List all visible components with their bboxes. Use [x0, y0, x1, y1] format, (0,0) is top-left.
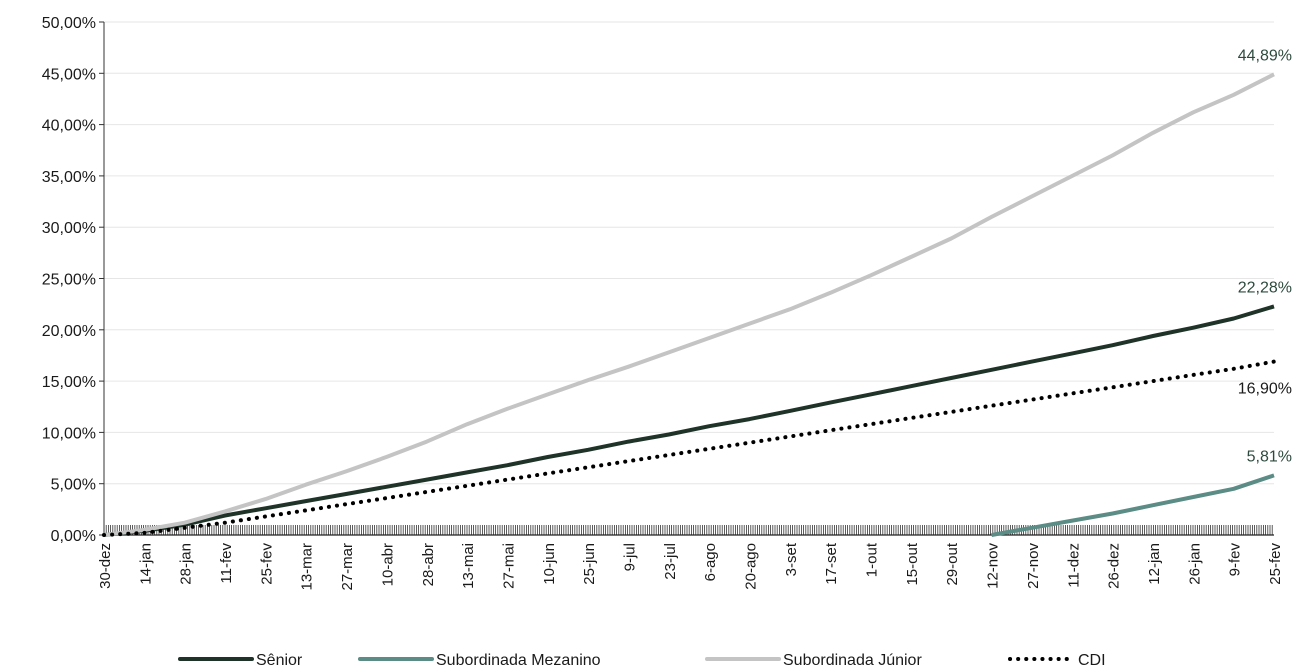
x-tick-label: 28-abr: [420, 543, 437, 586]
x-axis: 30-dez 14-jan 28-jan 11-fev 25-fev 13-mar 27-m…: [97, 525, 1284, 591]
end-labels: 22,28% 5,81% 44,89% 16,90%: [1238, 47, 1292, 465]
end-label: 44,89%: [1238, 47, 1292, 64]
legend-label: Subordinada Júnior: [783, 652, 922, 669]
x-tick-label: 30-dez: [97, 543, 114, 589]
y-tick-label: 10,00%: [42, 425, 96, 442]
end-label: 16,90%: [1238, 381, 1292, 398]
legend-item: Subordinada Mezanino: [358, 652, 601, 669]
legend-label: CDI: [1078, 652, 1106, 669]
x-tick-label: 12-nov: [985, 543, 1002, 589]
legend-label: Subordinada Mezanino: [436, 652, 601, 669]
x-tick-label: 29-out: [944, 542, 961, 585]
y-tick-label: 20,00%: [42, 323, 96, 340]
grid-lines: [104, 21, 1274, 485]
x-tick-label: 17-set: [823, 542, 840, 585]
x-tick-label: 9-jul: [621, 543, 638, 571]
legend: Sênior Subordinada Mezanino Subordinada Jú…: [178, 652, 1106, 669]
y-tick-label: 45,00%: [42, 66, 96, 83]
y-tick-label: 15,00%: [42, 374, 96, 391]
x-tick-label: 6-ago: [702, 543, 719, 581]
x-tick-label: 23-jul: [662, 543, 679, 580]
x-tick-label: 26-jan: [1186, 543, 1203, 585]
x-tick-label: 25-jun: [581, 543, 598, 585]
y-axis: 0,00% 5,00% 10,00% 15,00% 20,00% 25,00% 30,00%…: [42, 15, 105, 545]
y-tick-label: 25,00%: [42, 272, 96, 289]
series-line-subordinada-mezanino: [991, 473, 1275, 537]
x-tick-label: 11-dez: [1065, 543, 1082, 588]
x-axis-daily-ticks: [103, 525, 1273, 535]
y-tick-label: 30,00%: [42, 220, 96, 237]
x-tick-label: 25-fev: [258, 543, 275, 585]
y-tick-label: 50,00%: [42, 15, 96, 32]
x-tick-label: 13-mai: [460, 543, 477, 589]
y-tick-label: 40,00%: [42, 118, 96, 135]
x-tick-label: 27-nov: [1025, 543, 1042, 589]
x-tick-label: 26-dez: [1106, 543, 1123, 589]
x-tick-label: 28-jan: [178, 543, 195, 585]
series-line-subordinada-j-nior: [103, 72, 1275, 537]
x-tick-label: 9-fev: [1227, 543, 1244, 577]
x-tick-label: 10-jun: [541, 543, 558, 585]
series-line-cdi: [102, 359, 1276, 537]
y-tick-label: 35,00%: [42, 169, 96, 186]
legend-item: Sênior: [178, 652, 303, 669]
series-lines: [102, 72, 1276, 537]
x-tick-label: 25-fev: [1267, 543, 1284, 585]
x-tick-label: 27-mai: [500, 543, 517, 589]
x-tick-label: 11-fev: [218, 543, 235, 584]
x-tick-label: 15-out: [904, 542, 921, 585]
y-tick-label: 5,00%: [51, 477, 96, 494]
x-tick-label: 27-mar: [339, 543, 356, 591]
legend-item: Subordinada Júnior: [705, 652, 922, 669]
x-tick-label: 3-set: [783, 542, 800, 576]
end-label: 5,81%: [1247, 448, 1292, 465]
x-tick-label: 20-ago: [743, 543, 760, 590]
series-line-s-nior: [103, 304, 1275, 537]
y-tick-label: 0,00%: [51, 528, 96, 545]
legend-item: CDI: [1008, 652, 1106, 669]
x-tick-label: 12-jan: [1146, 543, 1163, 585]
x-tick-label: 1-out: [864, 542, 881, 577]
end-label: 22,28%: [1238, 279, 1292, 296]
x-tick-label: 10-abr: [379, 543, 396, 586]
x-tick-label: 14-jan: [137, 543, 154, 585]
legend-label: Sênior: [256, 652, 303, 669]
x-tick-label: 13-mar: [299, 543, 316, 591]
